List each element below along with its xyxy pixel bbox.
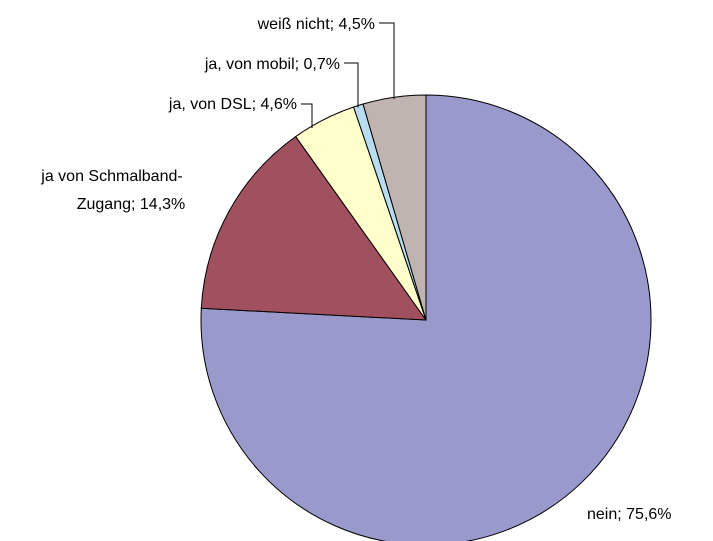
slice-label: ja, von mobil; 0,7% <box>204 56 340 73</box>
slice-label: ja von Schmalband- <box>40 168 182 185</box>
leader-line <box>344 62 359 108</box>
leader-line <box>301 103 313 129</box>
slice-label: ja, von DSL; 4,6% <box>168 96 297 113</box>
leader-line <box>379 22 395 100</box>
pie-slice <box>200 135 428 321</box>
pie-slice <box>200 94 652 541</box>
slice-label: nein; 75,6% <box>587 506 672 523</box>
slice-label: weiß nicht; 4,5% <box>257 16 375 33</box>
slice-label: Zugang; 14,3% <box>77 196 186 213</box>
